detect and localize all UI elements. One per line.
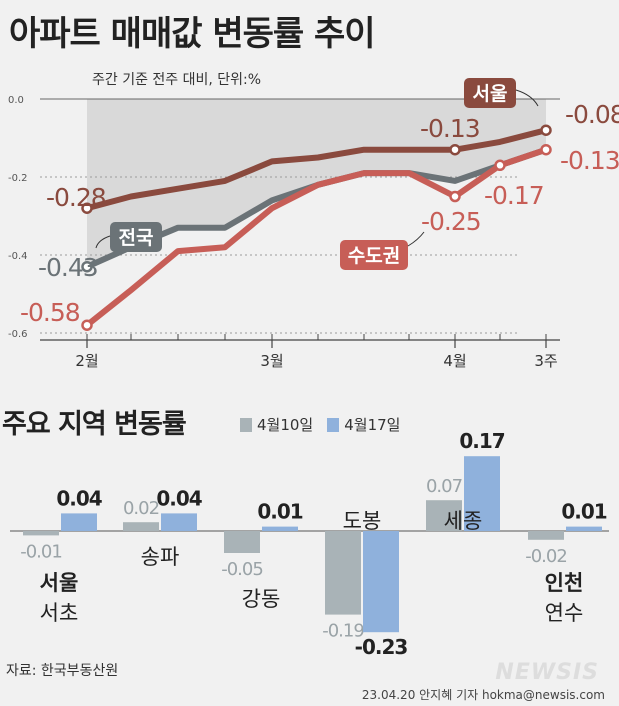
point-seoul: [81, 202, 93, 214]
arrow-metro: [407, 231, 425, 247]
bar-curr: [363, 531, 399, 633]
bar-prev-label: -0.19: [322, 621, 364, 642]
bar-curr: [61, 513, 97, 531]
value-label: -0.13: [420, 114, 480, 143]
y-tick-label: -0.6: [8, 329, 28, 340]
arrow-nation: [95, 235, 111, 249]
series-tag-label-seoul: 서울: [473, 83, 508, 105]
bar-legend: 4월10일 4월17일: [240, 414, 414, 435]
bar-prev-label: -0.02: [525, 546, 567, 567]
x-tick-label: 2월: [75, 352, 98, 370]
bar-chart-title: 주요 지역 변동률: [2, 409, 187, 440]
line-metro: [84, 146, 549, 329]
bar-curr-label: 0.04: [156, 486, 201, 510]
credit-line: 23.04.20 안지혜 기자 hokma@newsis.com: [361, 688, 605, 702]
bar-curr: [566, 526, 602, 531]
x-tick-label: 3월: [260, 352, 283, 370]
category-label: 세종: [444, 509, 483, 533]
bar-prev: [224, 531, 260, 553]
line-seoul: [84, 127, 549, 212]
category-label: 서초: [40, 601, 79, 625]
point-metro: [540, 143, 552, 156]
point-seoul: [449, 143, 461, 156]
arrow-seoul: [515, 89, 539, 107]
series-tag-label-metro: 수도권: [348, 245, 400, 267]
legend-label-curr: 4월17일: [344, 416, 401, 434]
bar-prev: [426, 500, 462, 531]
legend-swatch-curr: [327, 417, 340, 432]
value-label: -0.08: [565, 100, 619, 129]
chart-note: 주간 기준 전주 대비, 단위:%: [92, 72, 261, 88]
line-chart: 0.0 -0.2 -0.4 -0.6 주간 기준 전주 대비, 단위:% 2월 3월 4월 3주…: [8, 72, 619, 370]
bar-prev-label: -0.01: [20, 541, 62, 562]
chart-title: 아파트 매매값 변동률 추이: [9, 14, 376, 54]
x-tick-label: 3주: [534, 352, 557, 370]
value-label: -0.17: [484, 181, 544, 210]
value-label: -0.43: [38, 253, 98, 282]
bar-curr-label: 0.04: [56, 486, 101, 510]
series-tag-nation: [110, 222, 162, 252]
point-metro: [494, 159, 506, 172]
bar-curr: [262, 526, 298, 531]
bar-prev-label: 0.07: [426, 476, 462, 497]
category-label: 인천: [545, 571, 584, 595]
bar-prev: [325, 531, 361, 615]
y-tick-label: 0.0: [8, 95, 24, 106]
category-label: 송파: [141, 545, 180, 569]
bar-curr-label: -0.23: [355, 635, 408, 659]
legend-item-curr: 4월17일: [327, 414, 400, 435]
bar-prev: [123, 522, 159, 531]
y-tick-label: -0.2: [8, 173, 28, 184]
value-label: -0.58: [20, 298, 80, 327]
point-metro: [449, 190, 461, 203]
value-label: -0.13: [560, 146, 619, 175]
point-seoul: [540, 124, 552, 136]
bar-curr: [161, 513, 197, 531]
point-nation: [81, 260, 93, 273]
category-label: 강동: [242, 587, 281, 611]
value-label: -0.25: [421, 207, 481, 236]
bar-curr-label: 0.01: [257, 500, 302, 524]
category-label: 서울: [40, 571, 79, 595]
bar-prev: [528, 531, 564, 540]
bar-prev: [23, 531, 59, 536]
series-tag-seoul: [464, 78, 516, 108]
newsis-logo: NEWSIS: [495, 660, 599, 685]
legend-item-prev: 4월10일: [240, 414, 313, 435]
category-label: 도봉: [343, 509, 382, 533]
y-tick-label: -0.4: [8, 251, 28, 262]
bar-prev-label: 0.02: [123, 498, 159, 519]
source-note: 자료: 한국부동산원: [6, 663, 119, 679]
bar-curr-label: 0.17: [459, 429, 504, 453]
bar-curr-label: 0.01: [561, 500, 606, 524]
series-tag-label-nation: 전국: [119, 227, 154, 249]
bar-curr: [464, 456, 500, 531]
x-tick-label: 4월: [443, 352, 466, 370]
category-label: 연수: [545, 601, 584, 625]
bar-prev-label: -0.05: [221, 559, 263, 580]
value-label: -0.28: [46, 183, 106, 212]
series-tag-metro: [340, 240, 408, 270]
legend-swatch-prev: [240, 417, 252, 432]
point-metro: [81, 319, 93, 331]
legend-label-prev: 4월10일: [257, 416, 314, 434]
